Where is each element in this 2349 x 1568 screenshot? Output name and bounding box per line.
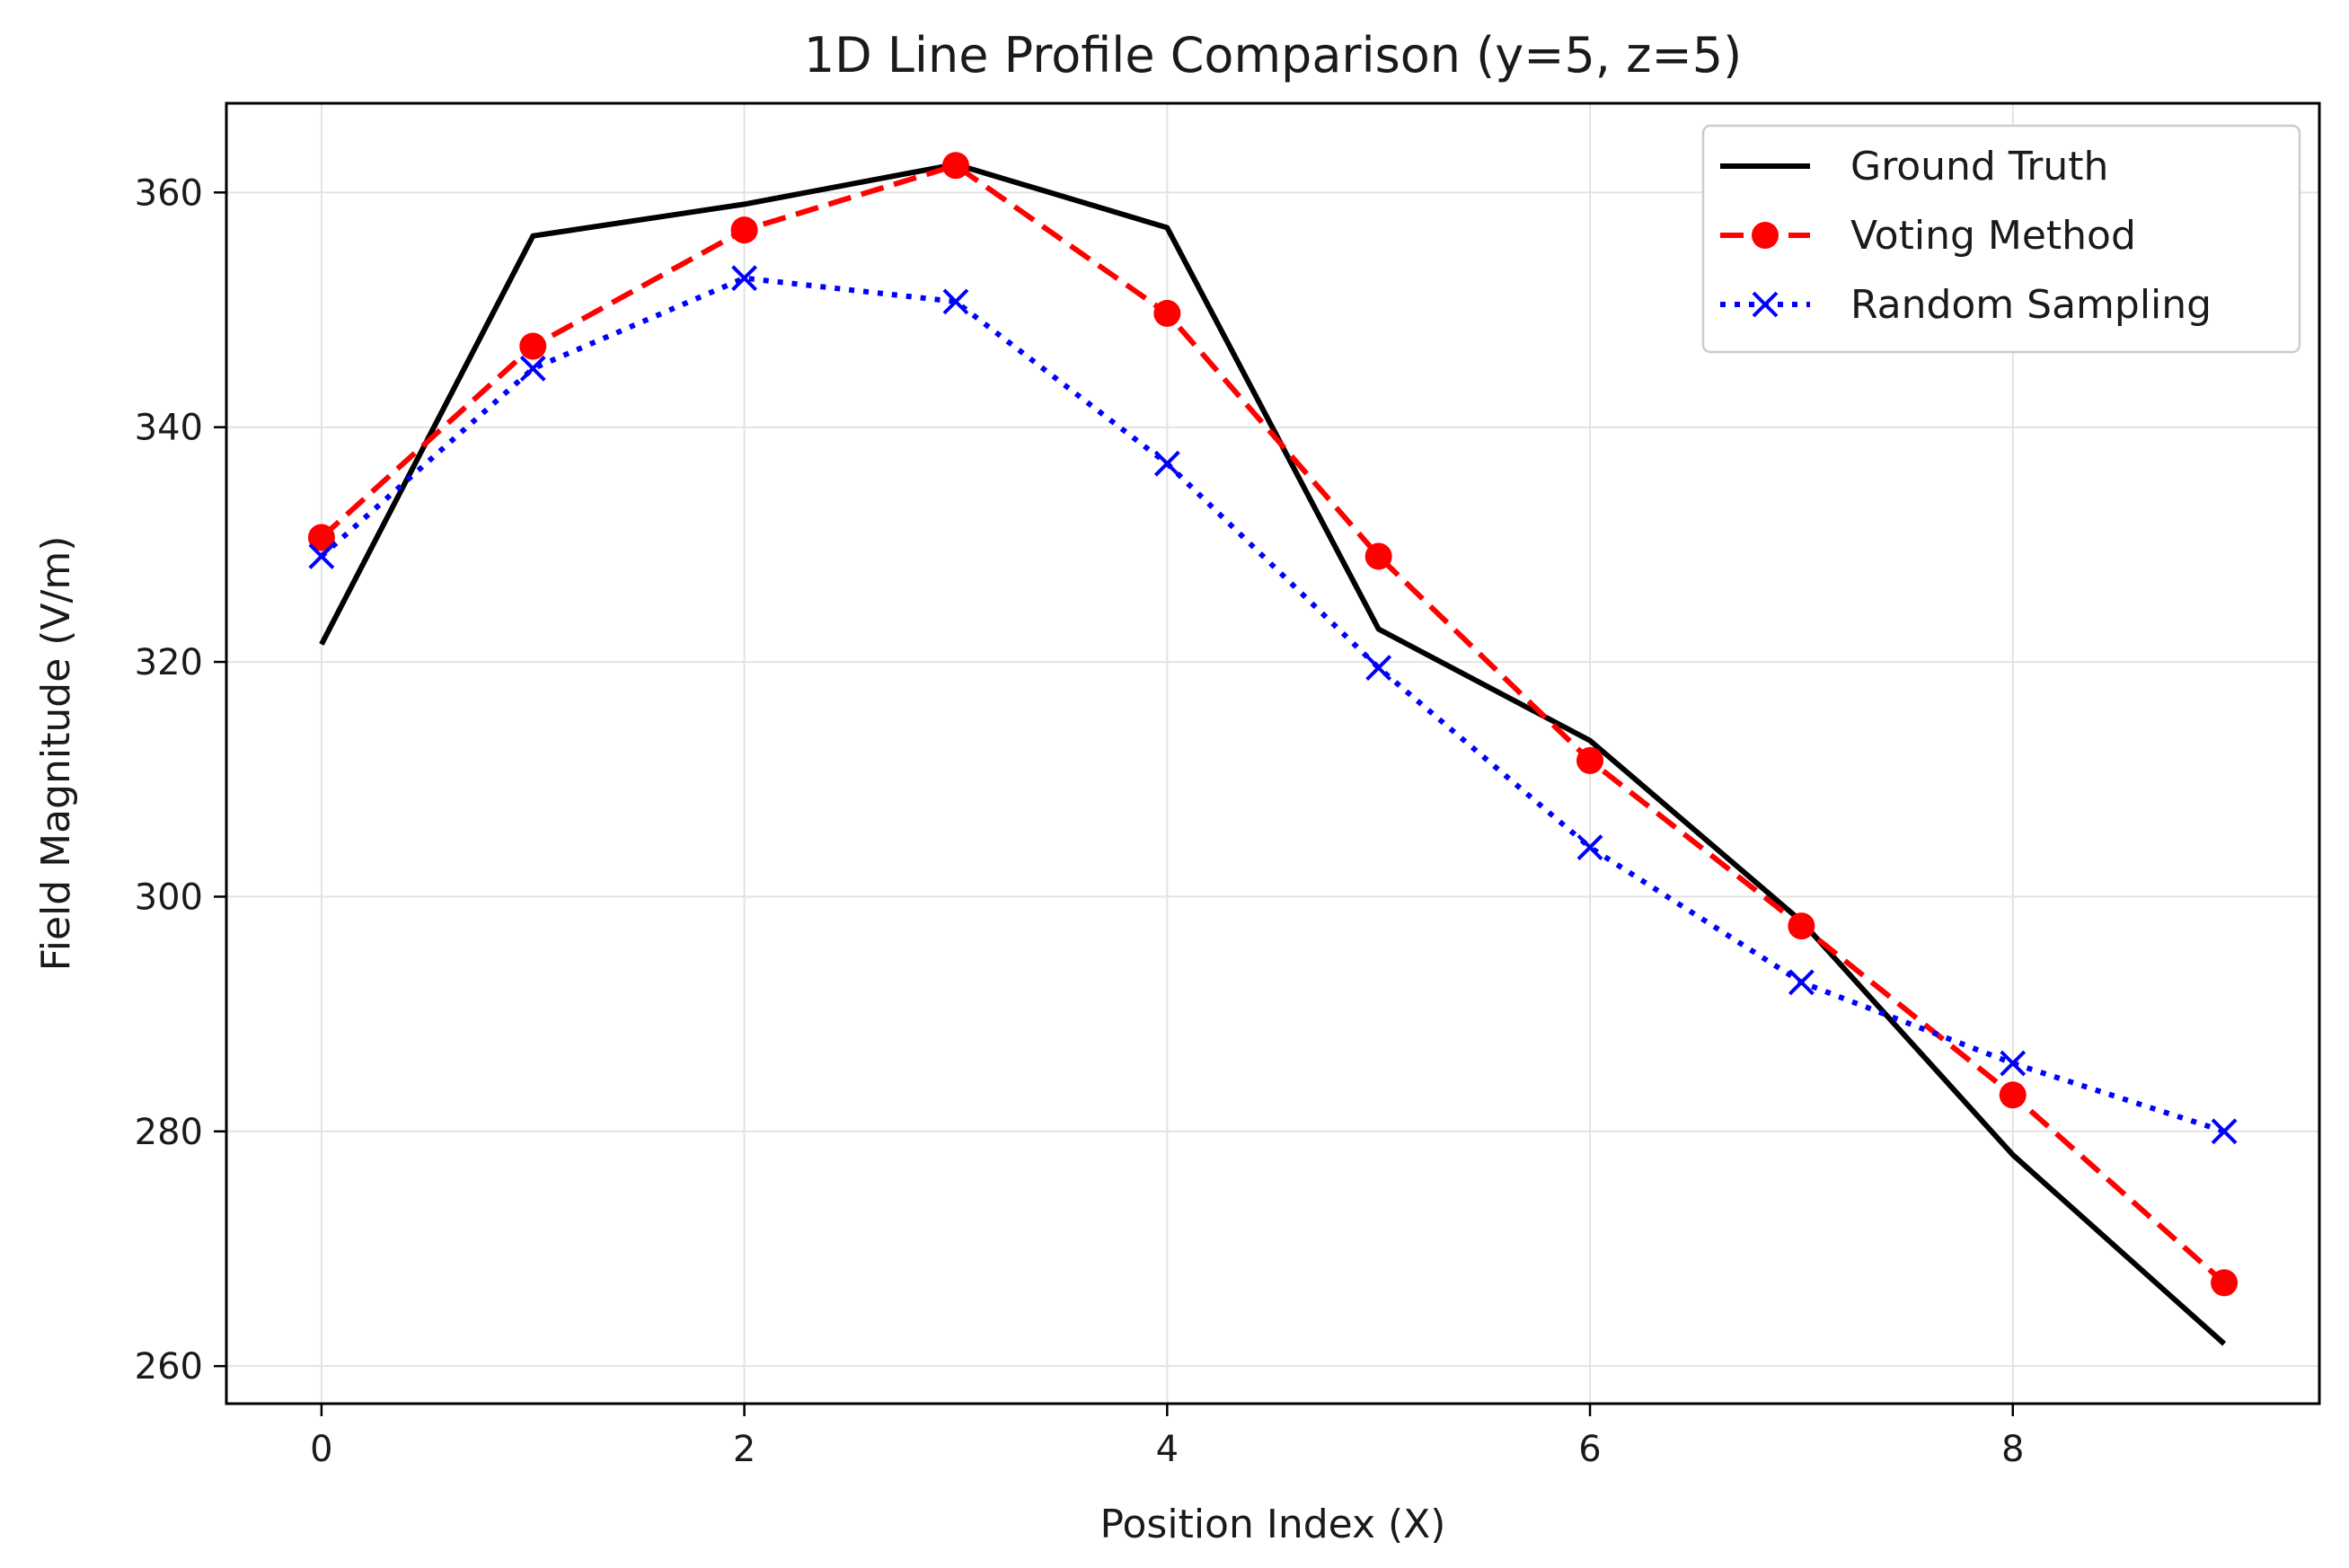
data-point-voting-method <box>2211 1269 2239 1297</box>
series-line-ground-truth <box>319 162 2227 1346</box>
x-axis-label: Position Index (X) <box>1100 1502 1446 1547</box>
legend-entry-voting-method: Voting Method <box>1720 213 2136 259</box>
data-point-random-sampling <box>942 288 969 315</box>
y-tick-label: 300 <box>135 876 203 918</box>
data-point-random-sampling <box>1576 834 1603 860</box>
y-axis-label: Field Magnitude (V/m) <box>33 536 79 972</box>
series-voting-method <box>307 152 2239 1297</box>
y-tick-label: 360 <box>135 172 203 214</box>
axis-ticks: 0 2 4 6 8 260 280 300 320 340 360 <box>135 172 2025 1470</box>
data-point-voting-method <box>307 524 335 551</box>
data-point-voting-method <box>1576 746 1604 774</box>
legend-marker-random-sampling <box>1752 291 1779 318</box>
legend-marker-voting-method <box>1752 222 1779 249</box>
data-point-random-sampling <box>1153 450 1180 477</box>
legend-entry-ground-truth: Ground Truth <box>1720 144 2108 189</box>
data-point-random-sampling <box>731 265 758 292</box>
data-point-voting-method <box>519 332 547 360</box>
x-tick-label: 4 <box>1156 1429 1179 1470</box>
y-tick-label: 320 <box>135 642 203 683</box>
data-point-random-sampling <box>2000 1050 2027 1077</box>
y-tick-label: 260 <box>135 1346 203 1387</box>
plot-frame <box>225 101 2321 1405</box>
y-tick-label: 280 <box>135 1112 203 1153</box>
data-point-voting-method <box>941 152 969 180</box>
series-layer <box>307 152 2239 1346</box>
legend-label-ground-truth: Ground Truth <box>1850 144 2108 189</box>
series-line-voting-method <box>319 163 2227 1285</box>
legend-box <box>1701 124 2301 354</box>
data-point-voting-method <box>730 216 758 244</box>
x-tick-label: 8 <box>2001 1429 2024 1470</box>
data-point-voting-method <box>1364 542 1392 570</box>
legend-label-random-sampling: Random Sampling <box>1850 282 2212 328</box>
data-point-random-sampling <box>2211 1118 2238 1145</box>
x-tick-label: 0 <box>310 1429 332 1470</box>
chart-title: 1D Line Profile Comparison (y=5, z=5) <box>804 27 1742 84</box>
x-tick-label: 6 <box>1578 1429 1601 1470</box>
y-tick-label: 340 <box>135 408 203 449</box>
data-point-voting-method <box>1153 299 1181 327</box>
legend-entry-random-sampling: Random Sampling <box>1720 282 2212 328</box>
legend: Ground Truth Voting Method Random Sampli… <box>1701 124 2301 354</box>
x-tick-label: 2 <box>733 1429 755 1470</box>
legend-label-voting-method: Voting Method <box>1850 213 2136 259</box>
data-point-voting-method <box>1788 912 1815 940</box>
data-point-random-sampling <box>1788 969 1815 996</box>
series-line-random-sampling <box>319 275 2226 1134</box>
data-point-random-sampling <box>308 543 335 569</box>
data-point-random-sampling <box>519 355 546 382</box>
data-point-voting-method <box>1999 1081 2027 1109</box>
series-random-sampling <box>308 265 2238 1145</box>
data-point-random-sampling <box>1365 655 1392 682</box>
series-ground-truth <box>319 162 2227 1346</box>
